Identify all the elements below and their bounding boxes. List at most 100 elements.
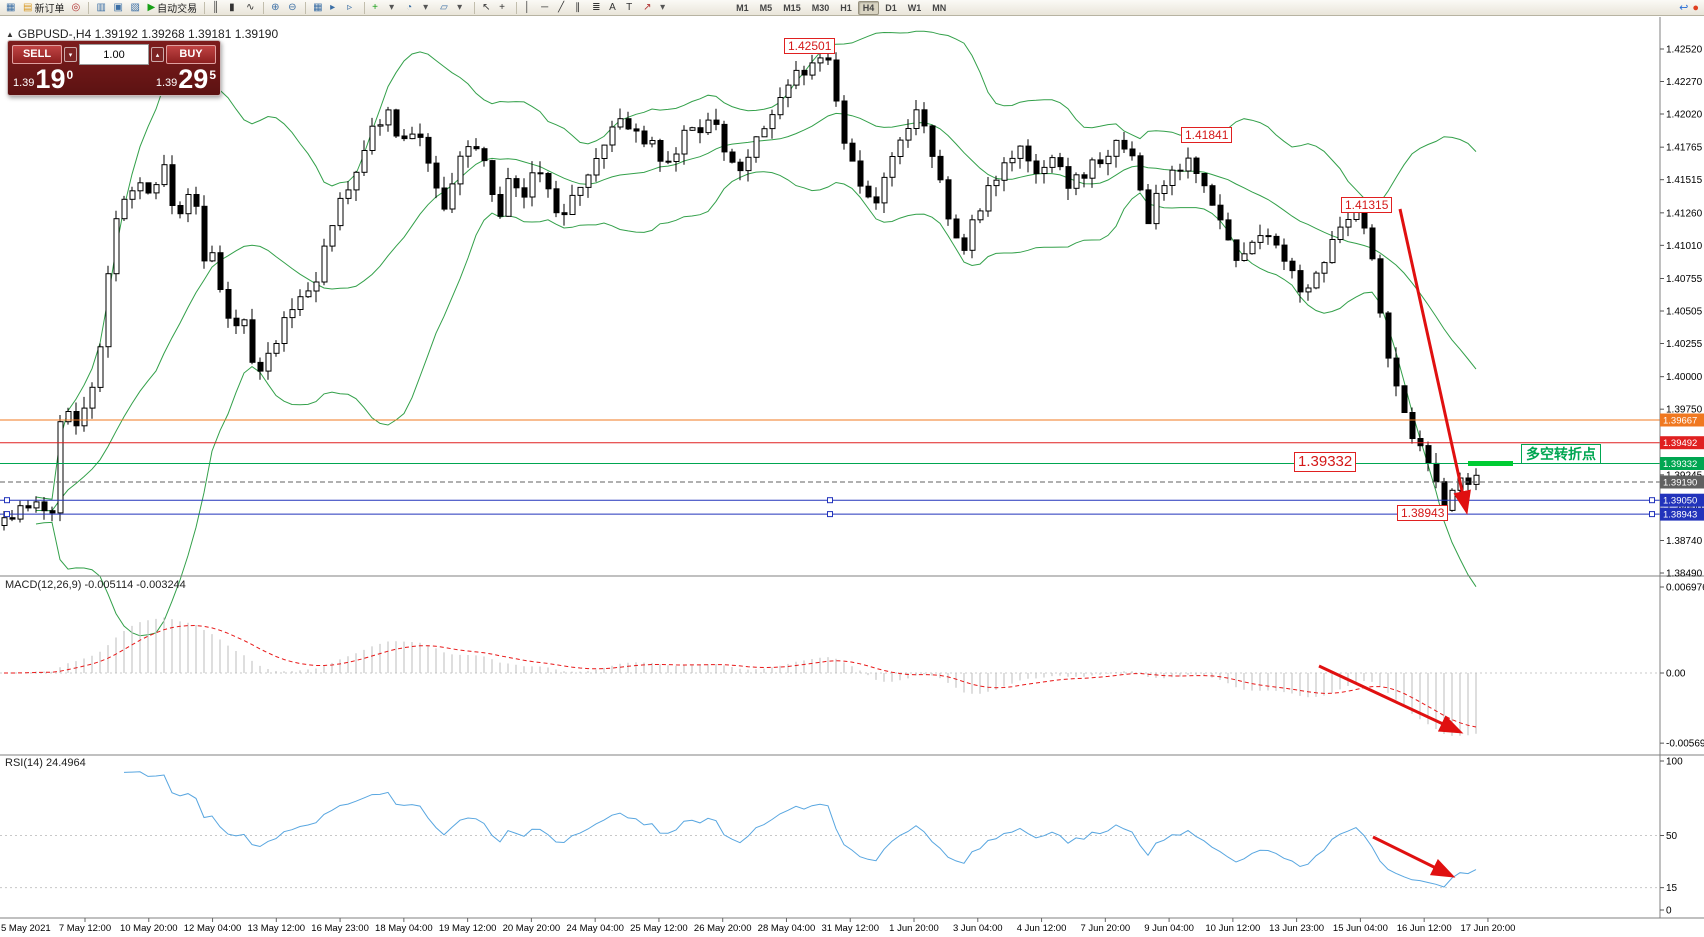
terminal-icon-glyph: ▦ [6, 1, 16, 13]
candlestick-chart-icon[interactable]: ▮ [226, 1, 242, 15]
price-annotation[interactable]: 1.39332 [1294, 452, 1357, 472]
price-annotation[interactable]: 1.38943 [1397, 505, 1449, 521]
fibonacci-icon[interactable]: ≣ [589, 1, 605, 15]
sell-price-prefix: 1.39 [13, 77, 35, 90]
buy-price-pipette: 5 [209, 68, 216, 83]
autotrading-button[interactable]: ▶ 自动交易 [144, 1, 200, 15]
text-icon[interactable]: A [606, 1, 622, 15]
tile-windows-icon-glyph: ▦ [313, 1, 323, 13]
price-annotation[interactable]: 1.42501 [784, 38, 836, 54]
hline-handle[interactable] [827, 511, 833, 518]
bar-chart-icon[interactable]: ║ [209, 1, 225, 15]
svg-text:1.41515: 1.41515 [1666, 175, 1703, 186]
svg-text:19 May 12:00: 19 May 12:00 [439, 923, 497, 934]
price-annotation[interactable]: 1.41841 [1181, 127, 1233, 143]
timeframe-button-h4[interactable]: H4 [857, 0, 880, 15]
vertical-line-icon[interactable]: │ [521, 1, 537, 15]
auto-scroll-icon[interactable]: ▸ [327, 1, 343, 15]
market-watch-icon-glyph: ▥ [96, 1, 106, 13]
periods-icon-glyph: ◔ [406, 1, 413, 13]
toolbar-right-icons: ↩ ● [1679, 1, 1701, 15]
cursor-icon[interactable]: ↖ [479, 1, 495, 15]
svg-text:100: 100 [1666, 757, 1683, 768]
timeframe-toolbar: M1 M5 M15 M30 H1 H4 D1 W1 MN [731, 0, 951, 15]
shapes-dropdown-icon[interactable]: ▾ [657, 1, 673, 15]
svg-text:1.41260: 1.41260 [1666, 208, 1703, 219]
zoom-in-icon[interactable]: ⊕ [268, 1, 284, 15]
timeframe-button-m15[interactable]: M15 [778, 1, 806, 15]
svg-text:1.41010: 1.41010 [1666, 241, 1703, 252]
new-order-icon: ▤ [23, 1, 33, 13]
timeframe-button-m1[interactable]: M1 [731, 1, 754, 15]
crosshair-icon[interactable]: + [496, 1, 512, 15]
trend-arrow-main[interactable] [1398, 208, 1471, 515]
price-annotation[interactable]: 1.41315 [1341, 197, 1393, 213]
chart-shift-icon[interactable]: ▹ [344, 1, 360, 15]
alert-badge-icon[interactable]: ● [1692, 1, 1699, 14]
timeframe-button-mn[interactable]: MN [927, 1, 951, 15]
timeframe-button-w1[interactable]: W1 [903, 1, 927, 15]
toolbar-separator [516, 1, 518, 14]
hline-handle[interactable] [1649, 511, 1655, 518]
turning-point-note[interactable]: 多空转折点 [1521, 444, 1601, 464]
hline-handle[interactable] [4, 497, 10, 504]
volume-increase-button[interactable]: ▴ [151, 47, 164, 62]
text-label-icon[interactable]: T [623, 1, 639, 15]
panel-collapse-icon[interactable]: ▲ [6, 29, 14, 39]
community-icon[interactable]: ↩ [1679, 2, 1689, 14]
buy-price-display: 1.39 29 5 [155, 65, 216, 92]
svg-text:-0.00569: -0.00569 [1666, 739, 1704, 750]
svg-text:1.39492: 1.39492 [1663, 438, 1697, 449]
trend-arrow-rsi[interactable] [1372, 835, 1456, 878]
equidistant-channel-icon[interactable]: ∥ [572, 1, 588, 15]
buy-button[interactable]: BUY [166, 45, 216, 64]
hline-handle[interactable] [4, 511, 10, 518]
candles-layer [1, 48, 1480, 531]
crosshair-icon-glyph: + [499, 1, 505, 13]
svg-text:5 May 2021: 5 May 2021 [1, 923, 51, 934]
volume-decrease-button[interactable]: ▾ [64, 47, 77, 62]
hline-handle[interactable] [1649, 497, 1655, 504]
periods-icon[interactable]: ◔ [403, 1, 419, 15]
horizontal-line-icon[interactable]: ─ [538, 1, 554, 15]
sell-price-display: 1.39 19 0 [13, 65, 74, 92]
chart-canvas[interactable]: 1.42520 1.42270 1.42020 1.41765 1.41515 1.412… [0, 17, 1704, 937]
templates-dropdown-icon[interactable]: ▾ [454, 1, 470, 15]
sell-price-pipette: 0 [66, 68, 74, 83]
arrows-icon[interactable]: ↗ [640, 1, 656, 15]
autotrading-button-label: 自动交易 [157, 4, 198, 15]
indicators-icon[interactable]: + [369, 1, 385, 15]
volume-input[interactable] [79, 44, 149, 65]
svg-text:9 Jun 04:00: 9 Jun 04:00 [1144, 923, 1194, 934]
periods-dropdown-icon[interactable]: ▾ [420, 1, 436, 15]
templates-icon[interactable]: ▱ [437, 1, 453, 15]
data-window-icon[interactable]: ▣ [110, 1, 126, 15]
hline-handle[interactable] [827, 497, 833, 504]
buy-price-prefix: 1.39 [155, 77, 178, 90]
timeframe-button-m30[interactable]: M30 [807, 1, 835, 15]
zoom-out-icon[interactable]: ⊖ [285, 1, 301, 15]
heatmap-icon[interactable]: ◎ [68, 1, 84, 15]
tile-windows-icon[interactable]: ▦ [310, 1, 326, 15]
terminal-icon[interactable]: ▦ [3, 1, 19, 15]
market-watch-icon[interactable]: ▥ [93, 1, 109, 15]
chart-title: ▲ GBPUSD-,H4 1.39192 1.39268 1.39181 1.3… [6, 27, 278, 41]
time-scale[interactable]: 5 May 2021 7 May 12:00 10 May 20:00 12 May … [1, 918, 1515, 934]
svg-text:18 May 04:00: 18 May 04:00 [375, 923, 433, 934]
timeframe-button-h1[interactable]: H1 [835, 1, 857, 15]
sell-button[interactable]: SELL [12, 45, 62, 64]
line-chart-icon[interactable]: ∿ [243, 1, 259, 15]
svg-text:1.40000: 1.40000 [1666, 372, 1703, 383]
new-order-button[interactable]: ▤ 新订单 [20, 1, 67, 15]
timeframe-button-m5[interactable]: M5 [755, 1, 778, 15]
svg-text:0.00: 0.00 [1666, 669, 1686, 680]
macd-label: MACD(12,26,9) -0.005114 -0.003244 [5, 579, 186, 591]
trendline-icon[interactable]: ╱ [555, 1, 571, 15]
timeframe-button-d1[interactable]: D1 [880, 1, 902, 15]
trend-arrow-macd[interactable] [1318, 664, 1464, 734]
macd-signal-line [4, 624, 1477, 728]
svg-text:16 Jun 12:00: 16 Jun 12:00 [1397, 923, 1452, 934]
price-scale[interactable]: 1.42520 1.42270 1.42020 1.41765 1.41515 1.412… [1660, 45, 1704, 917]
indicators-dropdown-icon[interactable]: ▾ [386, 1, 402, 15]
navigator-icon[interactable]: ▧ [127, 1, 143, 15]
